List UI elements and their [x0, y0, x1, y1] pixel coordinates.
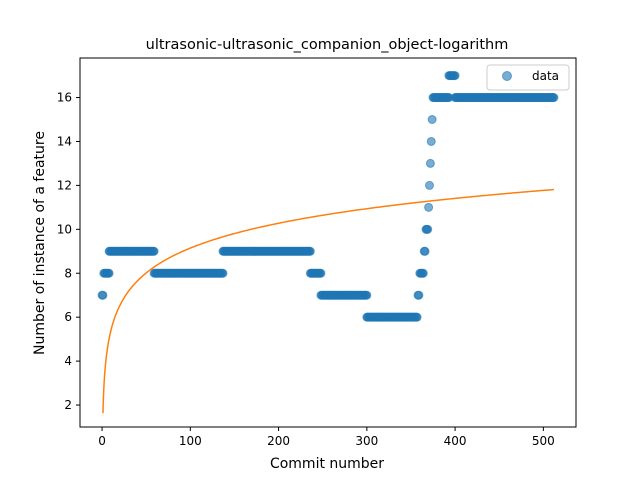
y-tick-label: 16	[57, 91, 72, 105]
data-point	[426, 136, 436, 146]
y-tick-label: 14	[57, 134, 72, 148]
fit-curve-layer	[102, 188, 554, 414]
x-tick-label: 100	[179, 434, 202, 448]
data-point	[305, 246, 315, 256]
data-point	[98, 290, 108, 300]
chart-title: ultrasonic-ultrasonic_companion_object-l…	[146, 37, 509, 53]
legend-marker-data	[502, 71, 512, 81]
data-point	[149, 246, 159, 256]
x-tick-label: 400	[444, 434, 467, 448]
x-axis-label: Commit number	[270, 456, 384, 472]
data-points-layer	[97, 71, 559, 322]
data-point	[418, 268, 428, 278]
x-tick-label: 500	[532, 434, 555, 448]
legend: data	[486, 64, 570, 91]
data-point	[412, 312, 422, 322]
y-tick-label: 8	[64, 266, 72, 280]
data-point	[425, 158, 435, 168]
y-tick-label: 4	[64, 354, 72, 368]
data-point	[450, 71, 460, 81]
data-point	[424, 180, 434, 190]
fit-curve-line	[102, 188, 554, 414]
x-tick-label: 200	[267, 434, 290, 448]
data-point	[420, 246, 430, 256]
data-point	[316, 268, 326, 278]
data-point	[549, 93, 559, 103]
data-point	[427, 115, 437, 124]
x-tick-label: 0	[98, 434, 106, 448]
data-point	[424, 202, 434, 212]
y-tick-label: 12	[57, 178, 72, 192]
axes-frame	[79, 57, 577, 428]
y-tick-label: 2	[64, 398, 72, 412]
data-point	[218, 268, 228, 278]
y-tick-label: 10	[57, 222, 72, 236]
x-tick-label: 300	[355, 434, 378, 448]
axes-layer: 0 100 200 300 400 500 2 4 6 8 10 12 14 16	[57, 57, 577, 448]
data-point	[423, 224, 433, 234]
data-point	[414, 290, 424, 300]
y-axis-label: Number of instance of a feature	[32, 131, 48, 355]
data-point	[104, 268, 114, 278]
legend-label-data: data	[532, 69, 559, 83]
data-point	[362, 290, 372, 300]
y-tick-label: 6	[64, 310, 72, 324]
